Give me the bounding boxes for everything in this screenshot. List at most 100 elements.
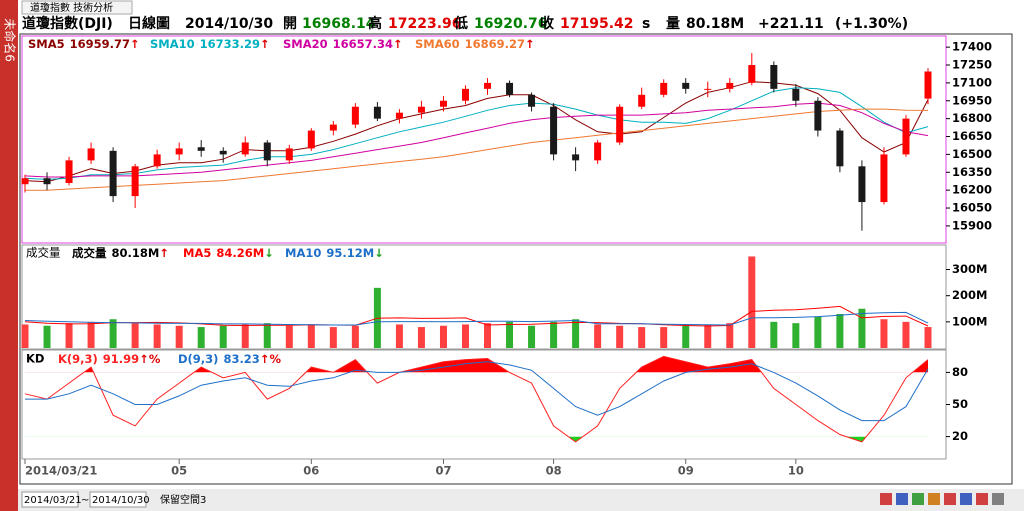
volume-label: 量	[666, 16, 680, 32]
volume-bar	[792, 323, 800, 348]
volume-bar	[528, 325, 536, 348]
x-tick-label: 08	[546, 464, 562, 478]
legend-name: 成交量	[72, 246, 107, 260]
period: 日線圖	[128, 15, 170, 32]
legend-value: 16657.34	[333, 37, 393, 51]
y-tick-label: 100M	[952, 314, 987, 328]
tab-label[interactable]: 道瓊指數 技術分析	[30, 1, 113, 14]
ma-line	[24, 102, 929, 178]
candle-body	[285, 148, 293, 161]
volume-bar	[329, 327, 337, 348]
high-value: 17223.96	[388, 16, 462, 32]
reserve-count[interactable]: 3	[200, 495, 206, 506]
legend-entry: MA10 95.12M↓	[285, 246, 384, 260]
reserve-label[interactable]: 保留空間	[160, 493, 200, 506]
volume-bar	[638, 327, 646, 348]
y-tick-label: 80	[952, 365, 968, 379]
legend-name: K(9,3)	[58, 352, 98, 366]
y-tick-label: 300M	[952, 262, 987, 276]
y-tick-label: 16050	[952, 201, 992, 215]
volume-bar	[704, 324, 712, 348]
kd-line	[25, 361, 929, 422]
candle-body	[153, 154, 161, 167]
volume-value: 80.18M	[686, 16, 744, 32]
open-label: 開	[283, 16, 297, 32]
tool-button[interactable]	[912, 493, 924, 505]
candle-body	[461, 88, 469, 101]
y-tick-label: 15900	[952, 218, 992, 232]
legend-arrow: ↓	[374, 246, 384, 260]
tool-button[interactable]	[960, 493, 972, 505]
candle-body	[814, 100, 822, 131]
side-tab[interactable]	[0, 0, 18, 511]
legend-arrow: ↑%	[260, 352, 282, 366]
volume-bar	[682, 325, 690, 348]
legend-arrow: ↑	[130, 37, 140, 51]
candle-body	[241, 142, 249, 155]
candle-body	[704, 88, 712, 90]
legend-value: 16959.77	[70, 37, 130, 51]
volume-bar	[461, 324, 469, 348]
x-tick-label: 07	[435, 464, 451, 478]
y-tick-label: 20	[952, 429, 968, 443]
volume-bar	[616, 325, 624, 348]
ma-line	[24, 87, 929, 180]
volume-panel	[21, 244, 947, 350]
candle-body	[307, 130, 315, 149]
x-tick-label: 10	[788, 464, 804, 478]
side-tab-label[interactable]: 未命名6	[3, 18, 18, 62]
tab[interactable]	[21, 0, 133, 15]
volume-bar	[506, 321, 514, 348]
candle-body	[748, 65, 756, 83]
y-tick-label: 200M	[952, 288, 987, 302]
candle-body	[373, 106, 381, 119]
volume-bar	[109, 319, 117, 348]
tool-button[interactable]	[992, 493, 1004, 505]
legend-entry: MA5 84.26M↓	[183, 246, 274, 260]
high-label: 高	[368, 15, 382, 32]
candle-body	[682, 82, 690, 89]
candle-body	[506, 82, 514, 95]
volume-bar	[660, 327, 668, 348]
volume-bar	[550, 321, 558, 348]
volume-bar	[285, 325, 293, 348]
candle-body	[836, 130, 844, 167]
candle-body	[439, 100, 447, 107]
y-tick-label: 17250	[952, 58, 992, 72]
to-date[interactable]: 2014/10/30	[92, 495, 150, 506]
tool-button[interactable]	[976, 493, 988, 505]
candle-body	[924, 71, 932, 99]
legend-arrow: ↑	[525, 37, 535, 51]
volume-bar	[572, 319, 580, 348]
tool-button[interactable]	[928, 493, 940, 505]
volume-bar	[594, 324, 602, 348]
header: 道瓊指數(DJI) 日線圖 2014/10/30 開 16968.14 高 17…	[22, 15, 908, 32]
legend-value: 16733.29	[200, 37, 260, 51]
volume-bar	[43, 325, 51, 348]
candle-body	[484, 82, 492, 89]
volume-bar	[263, 323, 271, 348]
low-value: 16920.76	[474, 16, 548, 32]
to-field[interactable]	[89, 491, 147, 508]
y-tick-label: 16200	[952, 183, 992, 197]
candle-body	[792, 88, 800, 101]
open-value: 16968.14	[302, 16, 376, 32]
legend-value: 83.23	[223, 352, 259, 366]
candle-body	[770, 65, 778, 89]
from-date[interactable]: 2014/03/21	[24, 495, 82, 506]
candle-body	[660, 82, 668, 95]
tool-button[interactable]	[896, 493, 908, 505]
kd-line	[24, 355, 929, 443]
candle-body	[638, 94, 646, 107]
symbol: 道瓊指數(DJI)	[22, 15, 113, 32]
candle-body	[550, 106, 558, 155]
change-pct: (+1.30%)	[835, 16, 908, 32]
tool-button[interactable]	[880, 493, 892, 505]
legend-entry: 成交量 80.18M↑	[72, 246, 169, 260]
volume-bar	[770, 321, 778, 348]
legend-name: MA10	[285, 246, 321, 260]
from-field[interactable]	[21, 491, 79, 508]
legend-entry: SMA60 16869.27↑	[415, 37, 535, 51]
tool-button[interactable]	[944, 493, 956, 505]
y-tick-label: 50	[952, 397, 968, 411]
